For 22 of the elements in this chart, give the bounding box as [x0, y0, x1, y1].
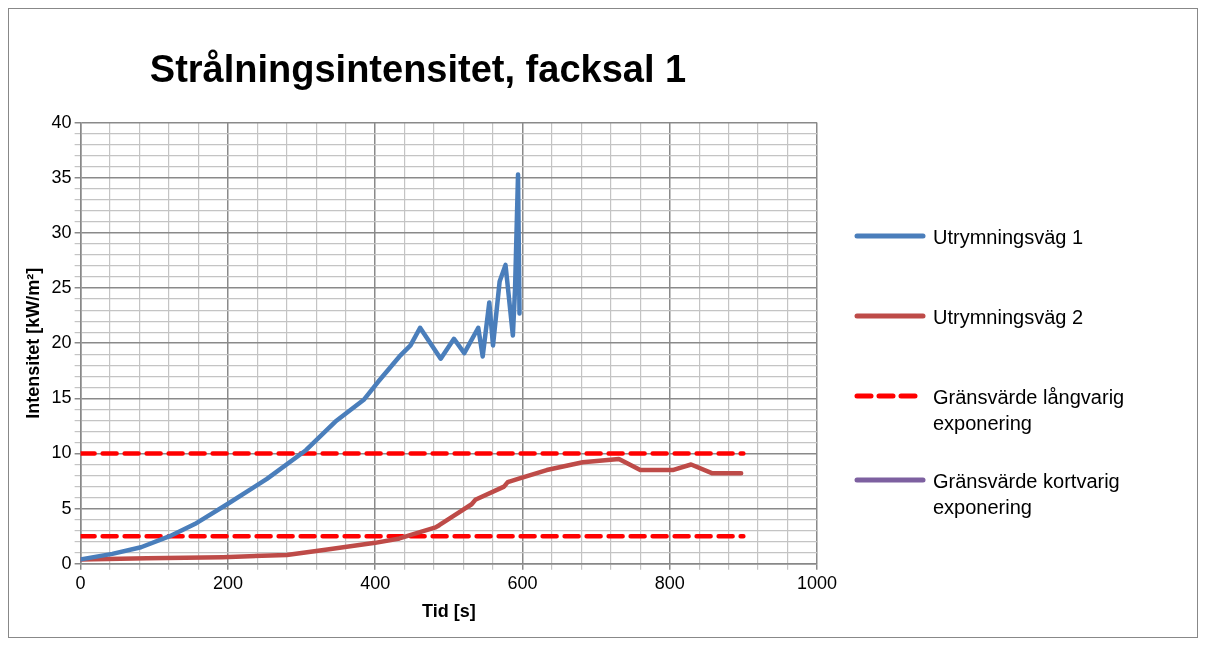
y-axis-title: Intensitet [kW/m²]	[22, 267, 43, 419]
chart-title: Strålningsintensitet, facksal 1	[149, 48, 687, 91]
legend-label: Utrymningsväg 2	[933, 305, 1084, 330]
x-tick-label: 400	[360, 572, 391, 593]
x-tick-label: 1000	[796, 572, 838, 593]
legend-label: Gränsvärde långvarig exponering	[933, 385, 1126, 436]
y-tick-label: 0	[61, 552, 72, 573]
legend-label: Utrymningsväg 1	[933, 225, 1084, 250]
legend-label: Gränsvärde kortvarig exponering	[933, 469, 1121, 520]
y-tick-label: 15	[51, 387, 72, 408]
x-tick-label: 0	[75, 572, 86, 593]
x-tick-label: 200	[212, 572, 243, 593]
x-axis-title: Tid [s]	[421, 601, 476, 622]
y-tick-label: 25	[51, 277, 72, 298]
x-tick-label: 600	[507, 572, 538, 593]
x-tick-label: 800	[654, 572, 685, 593]
y-tick-label: 5	[61, 497, 72, 518]
y-tick-label: 20	[51, 332, 72, 353]
y-tick-label: 10	[51, 442, 72, 463]
y-tick-label: 40	[51, 111, 72, 132]
y-tick-label: 35	[51, 166, 72, 187]
y-tick-label: 30	[51, 221, 72, 242]
